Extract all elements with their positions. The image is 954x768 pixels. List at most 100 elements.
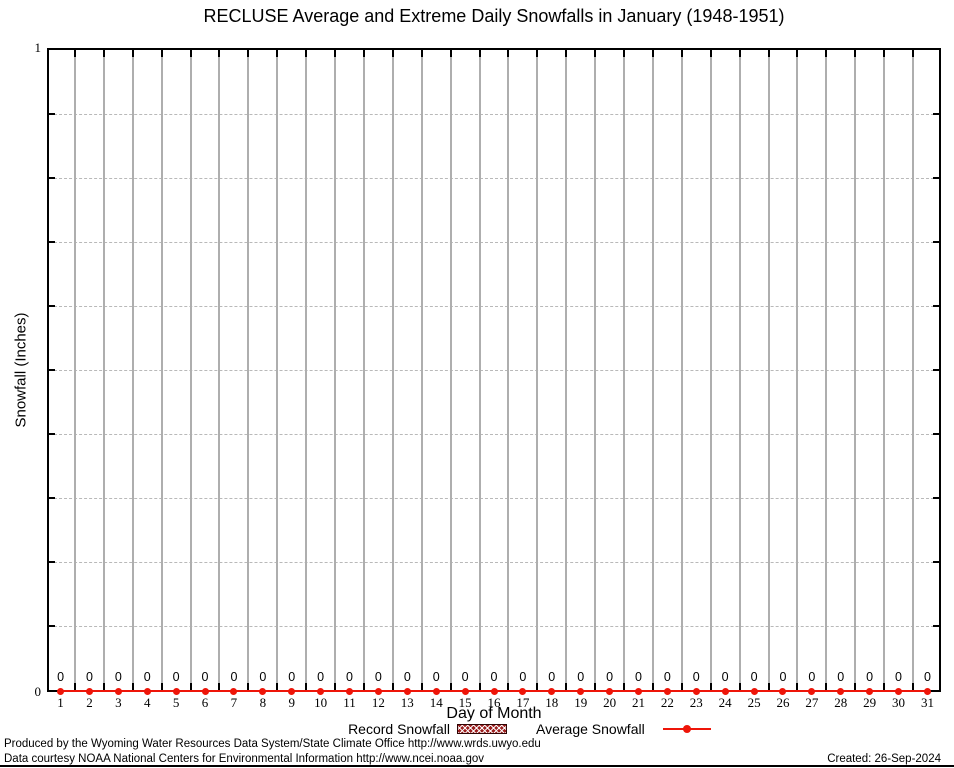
x-minor-tick	[825, 50, 828, 57]
average-snowfall-point	[230, 687, 238, 695]
x-minor-tick	[391, 683, 394, 690]
point-value-label: 0	[548, 670, 556, 684]
x-minor-tick	[594, 683, 597, 690]
point-value-label: 0	[837, 670, 845, 684]
average-snowfall-point	[866, 687, 874, 695]
x-tick-label: 25	[747, 695, 761, 710]
x-tick-label: 28	[834, 695, 848, 710]
vertical-gridline	[420, 50, 423, 690]
x-minor-tick	[680, 683, 683, 690]
x-minor-tick	[796, 50, 799, 57]
average-snowfall-point	[201, 687, 209, 695]
x-minor-tick	[507, 50, 510, 57]
y-minor-tick	[933, 241, 939, 243]
x-minor-tick	[478, 50, 481, 57]
y-minor-tick	[933, 113, 939, 115]
x-tick-label: 4	[143, 695, 151, 710]
footer-created-date: Created: 26-Sep-2024	[827, 753, 941, 765]
point-value-label: 0	[346, 670, 353, 684]
y-minor-tick	[49, 177, 55, 179]
average-snowfall-point	[837, 687, 845, 695]
x-minor-tick	[767, 50, 770, 57]
y-minor-tick	[49, 241, 55, 243]
x-tick-label: 21	[631, 695, 645, 710]
point-value-label: 0	[288, 670, 296, 684]
point-value-label: 0	[519, 670, 527, 684]
vertical-gridline	[594, 50, 597, 690]
x-minor-tick	[738, 50, 741, 57]
average-snowfall-point	[663, 687, 671, 695]
x-minor-tick	[420, 683, 423, 690]
vertical-gridline	[218, 50, 221, 690]
point-value-label: 0	[808, 670, 816, 684]
x-minor-tick	[623, 683, 626, 690]
x-minor-tick	[565, 50, 568, 57]
x-minor-tick	[883, 50, 886, 57]
x-minor-tick	[594, 50, 597, 57]
y-axis-label: Snowfall (Inches)	[12, 312, 30, 428]
x-minor-tick	[854, 683, 857, 690]
point-value-label: 0	[923, 670, 931, 684]
legend-average-label: Average Snowfall	[536, 721, 645, 737]
average-snowfall-point	[606, 687, 614, 695]
vertical-gridline	[305, 50, 308, 690]
average-snowfall-point	[750, 687, 758, 695]
vertical-gridline	[623, 50, 626, 690]
footer-data-courtesy: Data courtesy NOAA National Centers for …	[4, 753, 485, 765]
point-value-label: 0	[750, 670, 758, 684]
point-value-label: 0	[577, 670, 585, 684]
x-minor-tick	[334, 50, 337, 57]
x-tick-label: 15	[458, 695, 472, 710]
x-minor-tick	[507, 683, 510, 690]
vertical-gridline	[160, 50, 163, 690]
vertical-gridline	[738, 50, 741, 690]
vertical-gridline	[651, 50, 654, 690]
x-minor-tick	[449, 683, 452, 690]
x-minor-tick	[276, 683, 279, 690]
x-tick-label: 8	[259, 695, 267, 710]
x-minor-tick	[189, 683, 192, 690]
average-snowfall-point	[114, 687, 122, 695]
average-snowfall-point	[779, 687, 787, 695]
x-minor-tick	[651, 50, 654, 57]
average-snowfall-point	[634, 687, 642, 695]
x-tick-label: 22	[660, 695, 674, 710]
point-value-label: 0	[230, 670, 238, 684]
x-tick-label: 23	[689, 695, 703, 710]
horizontal-gridline	[49, 561, 939, 563]
point-value-label: 0	[172, 670, 180, 684]
vertical-gridline	[131, 50, 134, 690]
horizontal-gridline	[49, 625, 939, 627]
x-tick-label: 29	[863, 695, 877, 710]
x-minor-tick	[391, 50, 394, 57]
x-minor-tick	[247, 50, 250, 57]
average-snowfall-point	[895, 687, 903, 695]
x-minor-tick	[420, 50, 423, 57]
x-minor-tick	[362, 683, 365, 690]
y-minor-tick	[933, 369, 939, 371]
x-tick-label: 10	[314, 695, 328, 710]
y-minor-tick	[49, 369, 55, 371]
x-tick-label: 24	[718, 695, 732, 710]
plot-area: 0 0 0 0 0 0 0 0 0 0 0 0 0 0 0 0 0 0 0 0 0 0 0 0 0 0 0 0 0 0 0	[47, 48, 941, 695]
x-minor-tick	[247, 683, 250, 690]
x-minor-tick	[305, 50, 308, 57]
vertical-gridline	[74, 50, 76, 690]
average-snowfall-point	[374, 687, 382, 695]
legend-record-label: Record Snowfall	[348, 721, 450, 737]
horizontal-gridline	[49, 241, 939, 243]
x-tick-label: 19	[574, 695, 588, 710]
y-tick-label-min: 0	[34, 684, 42, 699]
x-minor-tick	[102, 50, 105, 57]
x-minor-tick	[276, 50, 279, 57]
average-snowfall-point	[288, 687, 296, 695]
y-minor-tick	[49, 433, 55, 435]
bottom-rule	[0, 765, 954, 767]
horizontal-gridline	[49, 177, 939, 179]
average-snowfall-point	[923, 687, 931, 695]
x-tick-label: 30	[892, 695, 906, 710]
vertical-gridline	[478, 50, 481, 690]
x-tick-label: 6	[201, 695, 209, 710]
horizontal-gridline	[49, 433, 939, 435]
